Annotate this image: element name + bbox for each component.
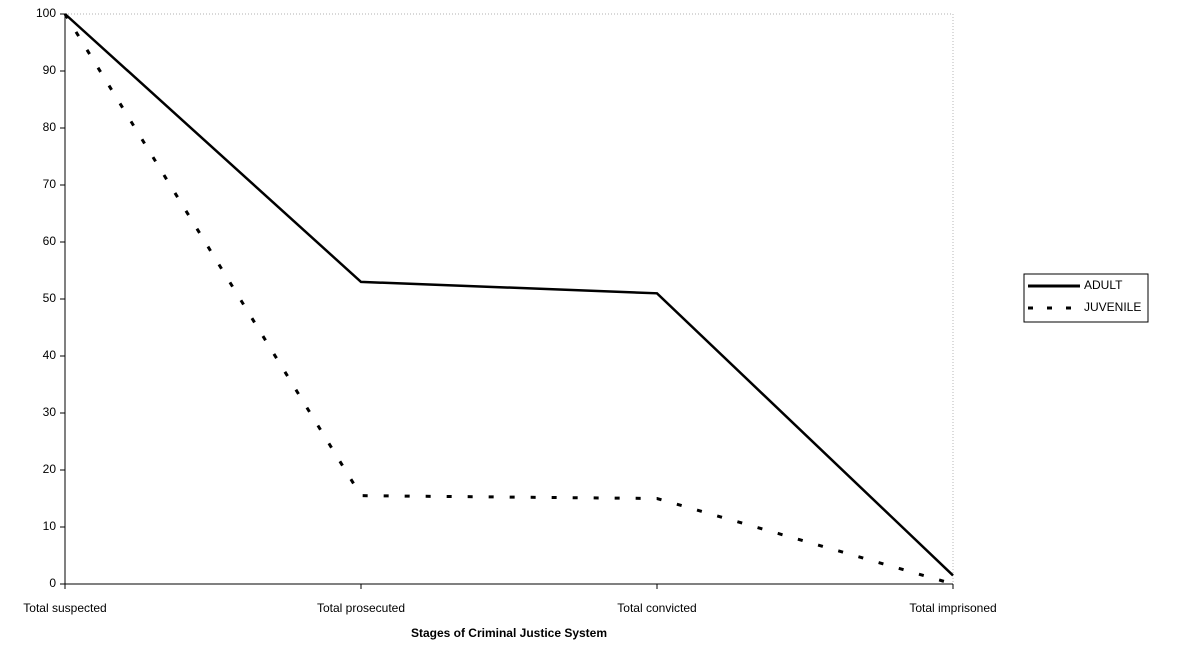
series-line: [64, 13, 954, 577]
x-tick-label: Total imprisoned: [909, 601, 996, 615]
y-tick-label: 40: [43, 348, 57, 362]
x-tick-label: Total prosecuted: [317, 601, 405, 615]
y-tick-label: 100: [36, 6, 56, 20]
y-tick-label: 0: [49, 576, 56, 590]
legend-box: [1023, 273, 1149, 323]
y-tick-label: 60: [43, 234, 57, 248]
y-tick-label: 80: [43, 120, 57, 134]
series-line: [63, 13, 954, 586]
y-tick-label: 90: [43, 63, 57, 77]
y-tick-label: 30: [43, 405, 57, 419]
y-tick-label: 70: [43, 177, 57, 191]
legend-label: ADULT: [1084, 278, 1123, 292]
y-tick-label: 10: [43, 519, 57, 533]
x-tick-label: Total suspected: [23, 601, 106, 615]
legend-label: JUVENILE: [1084, 300, 1141, 314]
x-axis-title: Stages of Criminal Justice System: [411, 626, 607, 640]
x-tick-label: Total convicted: [617, 601, 696, 615]
y-tick-label: 20: [43, 462, 57, 476]
y-tick-label: 50: [43, 291, 57, 305]
